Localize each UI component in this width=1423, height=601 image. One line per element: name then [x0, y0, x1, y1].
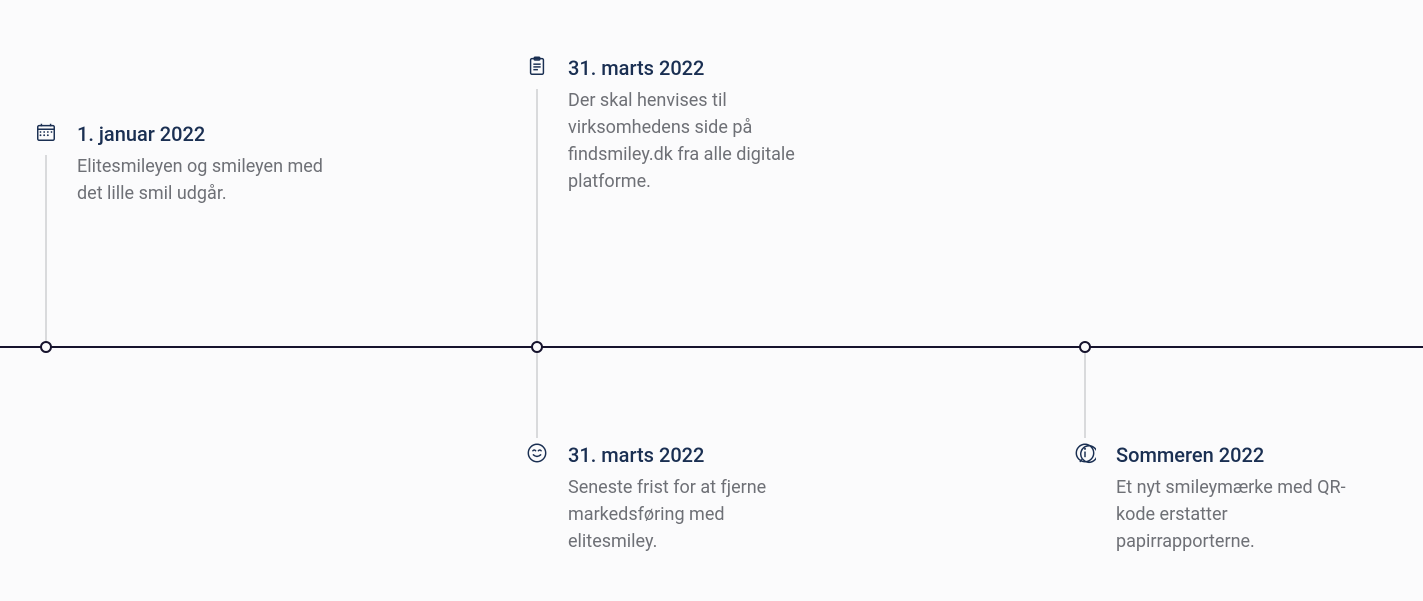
calendar-icon — [35, 121, 59, 145]
clipboard-icon — [526, 55, 550, 79]
timeline-connector — [1085, 353, 1086, 438]
entry-body: Seneste frist for at fjerne markedsførin… — [568, 474, 818, 555]
entry-body: Der skal henvises til virksomhedens side… — [568, 87, 798, 195]
timeline-axis — [0, 346, 1423, 348]
entry-body: Elitesmileyen og smileyen med det lille … — [77, 153, 337, 207]
timeline-node — [1079, 341, 1091, 353]
timeline-node — [531, 341, 543, 353]
entry-body: Et nyt smileymærke med QR-kode erstatter… — [1116, 474, 1346, 555]
entry-title: 31. marts 2022 — [568, 442, 818, 468]
entry-title: 31. marts 2022 — [568, 55, 798, 81]
timeline-node — [40, 341, 52, 353]
entry-title: 1. januar 2022 — [77, 121, 337, 147]
timeline-entry: 31. marts 2022 Der skal henvises til vir… — [526, 55, 798, 195]
timeline-connector — [537, 353, 538, 438]
timeline-entry: Sommeren 2022 Et nyt smileymærke med QR-… — [1074, 442, 1346, 555]
timeline-entry: 1. januar 2022 Elitesmileyen og smileyen… — [35, 121, 337, 207]
entry-title: Sommeren 2022 — [1116, 442, 1346, 468]
smiley-icon — [526, 442, 550, 466]
timeline-entry: 31. marts 2022 Seneste frist for at fjer… — [526, 442, 818, 555]
info-icon — [1074, 442, 1098, 466]
